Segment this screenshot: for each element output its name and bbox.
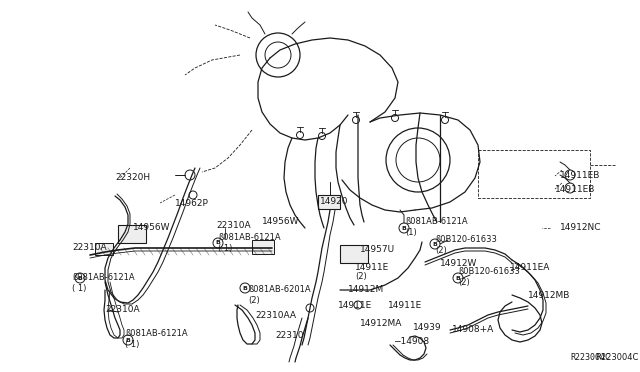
Text: 22310A: 22310A — [72, 243, 107, 251]
FancyBboxPatch shape — [95, 243, 113, 255]
Text: 14956W: 14956W — [262, 218, 300, 227]
Text: 14957U: 14957U — [360, 246, 395, 254]
Text: 14912W: 14912W — [440, 260, 477, 269]
Text: B: B — [456, 276, 460, 280]
FancyBboxPatch shape — [118, 225, 146, 243]
Text: (2): (2) — [458, 278, 470, 286]
FancyBboxPatch shape — [340, 245, 368, 263]
Text: (2): (2) — [248, 295, 260, 305]
Text: 14911EB: 14911EB — [560, 171, 600, 180]
Text: ß081AB-6121A: ß081AB-6121A — [72, 273, 134, 282]
Text: ( 1): ( 1) — [72, 283, 86, 292]
Text: ß081AB-6121A: ß081AB-6121A — [218, 234, 280, 243]
Text: ( 1): ( 1) — [125, 340, 140, 349]
Text: −14908: −14908 — [393, 337, 429, 346]
Text: B: B — [216, 241, 220, 246]
Text: 14912NC: 14912NC — [560, 224, 602, 232]
Text: 14912MB: 14912MB — [528, 291, 570, 299]
FancyBboxPatch shape — [252, 240, 274, 254]
Text: ß081AB-6121A: ß081AB-6121A — [405, 218, 468, 227]
Text: B: B — [77, 276, 83, 280]
Text: ß0B120-61633: ß0B120-61633 — [458, 267, 520, 276]
Text: (1): (1) — [405, 228, 417, 237]
Text: 14911EA: 14911EA — [510, 263, 550, 273]
Text: ß081AB-6121A: ß081AB-6121A — [125, 330, 188, 339]
Text: R223004C: R223004C — [570, 353, 610, 362]
Text: (2): (2) — [355, 273, 367, 282]
Text: 14920: 14920 — [320, 198, 349, 206]
Text: 14911E: 14911E — [338, 301, 372, 311]
Text: B: B — [401, 225, 406, 231]
Text: 14911E: 14911E — [388, 301, 422, 311]
Text: 22310AA: 22310AA — [255, 311, 296, 320]
Text: ( 1): ( 1) — [218, 244, 232, 253]
Text: 22320H: 22320H — [115, 173, 150, 183]
Text: 14939: 14939 — [413, 323, 442, 331]
Text: 14956W: 14956W — [133, 224, 170, 232]
Text: B: B — [243, 285, 248, 291]
Text: 22310: 22310 — [275, 330, 303, 340]
Text: ß081AB-6201A: ß081AB-6201A — [248, 285, 310, 295]
Text: 14908+A: 14908+A — [452, 326, 494, 334]
Text: 22310A: 22310A — [105, 305, 140, 314]
Text: 22310A: 22310A — [216, 221, 251, 230]
Text: 14962P: 14962P — [175, 199, 209, 208]
Text: 14912M: 14912M — [348, 285, 384, 294]
FancyBboxPatch shape — [318, 195, 340, 209]
Text: 14911EB: 14911EB — [555, 185, 595, 193]
Text: B: B — [125, 337, 131, 343]
Text: B: B — [433, 241, 437, 247]
Text: R223004C: R223004C — [595, 353, 638, 362]
Text: 14912MA: 14912MA — [360, 318, 403, 327]
Text: 14911E: 14911E — [355, 263, 389, 272]
Text: (2): (2) — [435, 246, 447, 254]
Text: ß0B120-61633: ß0B120-61633 — [435, 235, 497, 244]
